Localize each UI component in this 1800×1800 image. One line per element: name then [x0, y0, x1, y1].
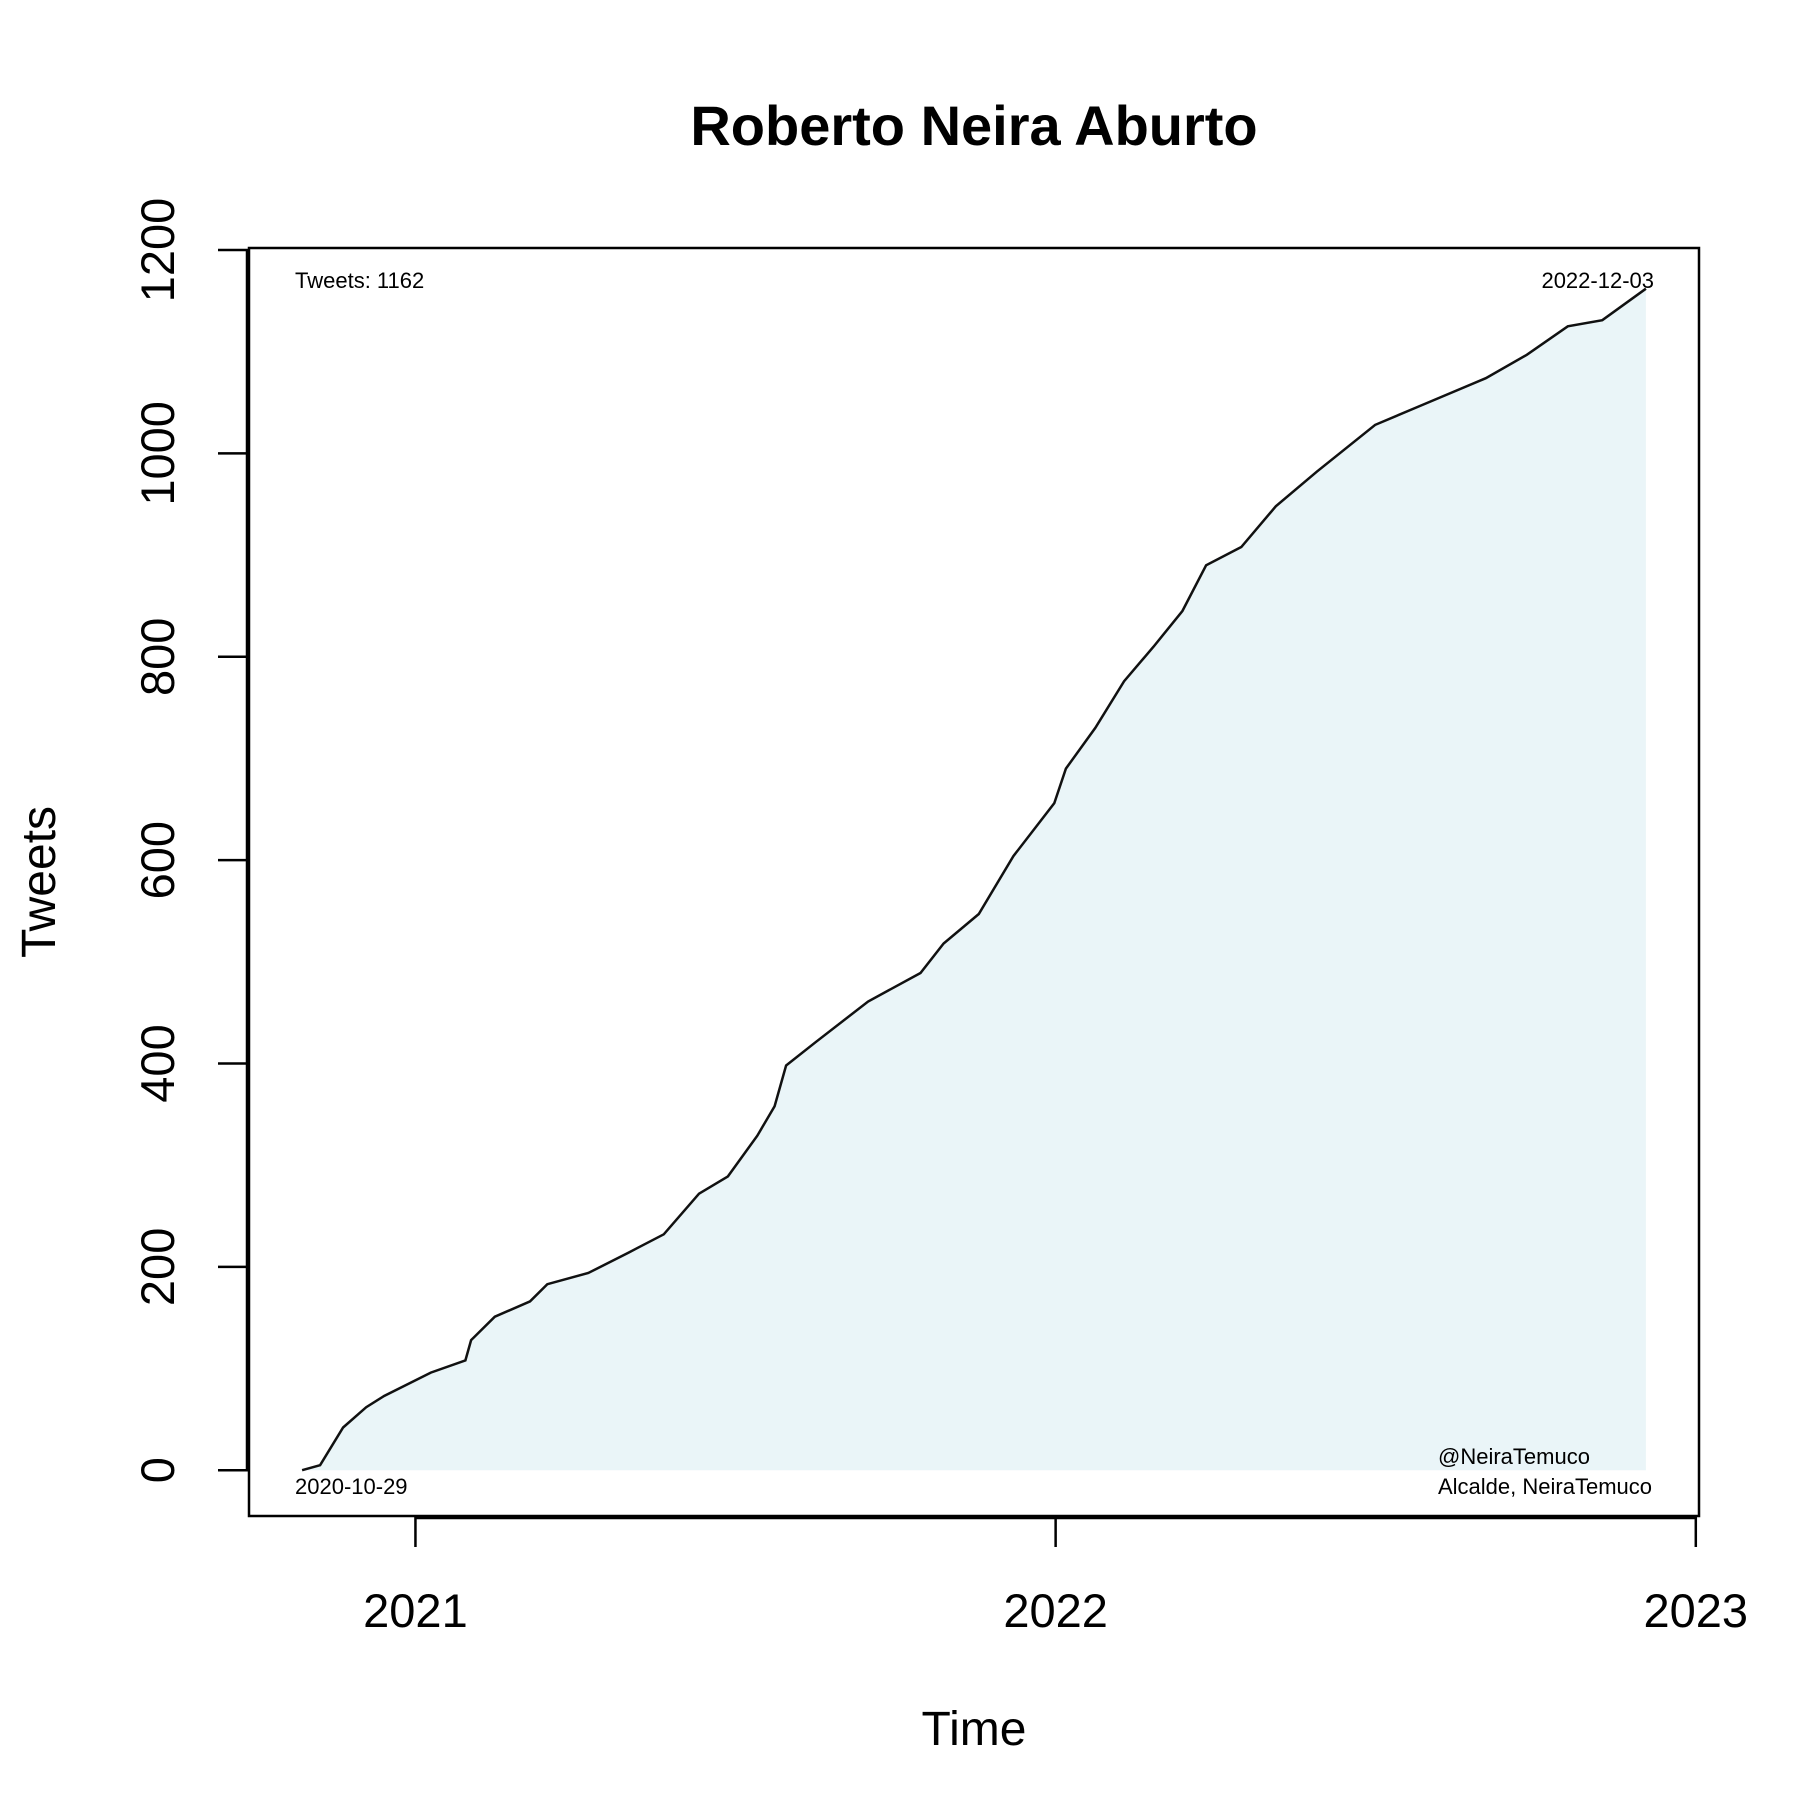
x-axis-label: Time [922, 1703, 1027, 1756]
annotation: Alcalde, NeiraTemuco [1438, 1474, 1652, 1499]
annotation: @NeiraTemuco [1438, 1444, 1590, 1469]
annotation: Tweets: 1162 [295, 268, 424, 293]
y-tick-label: 200 [131, 1228, 184, 1306]
y-tick-label: 0 [131, 1457, 184, 1483]
chart-title: Roberto Neira Aburto [690, 94, 1257, 157]
y-tick-label: 1000 [131, 401, 184, 506]
y-axis-label: Tweets [13, 806, 66, 958]
x-tick-label: 2022 [1003, 1584, 1108, 1637]
x-tick-label: 2023 [1644, 1584, 1749, 1637]
area [302, 288, 1646, 1471]
y-tick-label: 600 [131, 821, 184, 899]
line [301, 287, 1647, 1472]
y-tick-label: 400 [131, 1024, 184, 1102]
annotation: 2020-10-29 [295, 1474, 408, 1499]
plot-frame [247, 246, 1701, 1518]
x-tick-label: 2021 [363, 1584, 468, 1637]
annotation: 2022-12-03 [1541, 268, 1654, 293]
y-tick-label: 800 [131, 618, 184, 696]
y-tick-label: 1200 [131, 198, 184, 303]
